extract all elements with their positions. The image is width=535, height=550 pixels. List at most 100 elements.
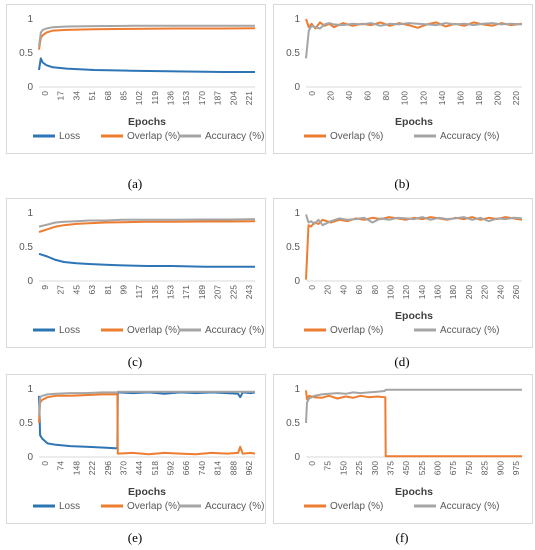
x-tick-label: 160	[433, 285, 443, 299]
x-tick-label: 75	[323, 461, 333, 471]
chart-panel-b: 0 0.5 1 0 20 40 60 80 100 120 140 160 180 200 220 Epoch…	[273, 4, 533, 154]
y-tick-label: 0.5	[286, 418, 300, 429]
y-tick-label: 0.5	[286, 48, 300, 59]
x-tick-label: 225	[354, 461, 364, 475]
legend-label: Loss	[59, 325, 80, 336]
x-tick-label: 220	[511, 91, 521, 105]
x-tick-label: 740	[197, 461, 207, 475]
x-tick-label: 600	[433, 461, 443, 475]
series-line-accuracy	[305, 22, 523, 59]
caption-c: (c)	[127, 354, 143, 369]
caption-e: (e)	[127, 530, 143, 545]
series-line-accuracy	[38, 218, 256, 228]
y-tick-label: 0	[294, 276, 300, 287]
x-tick-label: 200	[492, 91, 502, 105]
x-tick-label: 9	[40, 285, 50, 290]
caption-b: (b)	[394, 176, 410, 191]
chart-d: 0 0.5 1 0 20 40 60 80 100 120 140 160 180 200 220 240 26…	[286, 208, 523, 336]
x-tick-label: 100	[385, 285, 395, 299]
y-tick-label: 0.5	[286, 242, 300, 253]
series-line-loss	[38, 252, 255, 268]
x-axis-label: Epochs	[128, 486, 166, 498]
x-tick-label: 68	[103, 91, 113, 101]
x-tick-label: 296	[103, 461, 113, 475]
x-tick-label: 518	[150, 461, 160, 475]
x-tick-label: 74	[56, 461, 66, 471]
y-tick-label: 0	[27, 452, 33, 463]
x-tick-label: 189	[197, 285, 207, 299]
x-tick-label: 375	[385, 461, 395, 475]
chart-f: 0 0.5 1 0 75 150 225 300 375 450 525 600 675 750 825 90…	[286, 384, 522, 512]
y-tick-label: 1	[27, 384, 33, 395]
x-tick-label: 450	[401, 461, 411, 475]
legend-label: Accuracy (%)	[440, 325, 499, 336]
y-tick-label: 0	[294, 452, 300, 463]
legend-label: Accuracy (%)	[440, 501, 499, 512]
series-line-overlap	[305, 216, 523, 280]
y-tick-label: 1	[27, 208, 33, 219]
x-tick-label: 100	[400, 91, 410, 105]
chart-e: 0 0.5 1 0 74 148 222 296 370 444 518 592 666 740 814 88…	[19, 384, 264, 512]
x-tick-label: 180	[448, 285, 458, 299]
x-tick-label: 0	[40, 461, 50, 466]
x-tick-label: 45	[71, 285, 81, 295]
x-tick-label: 60	[354, 285, 364, 295]
x-tick-label: 0	[307, 461, 317, 466]
x-tick-label: 99	[118, 285, 128, 295]
legend-label: Overlap (%)	[127, 501, 180, 512]
x-tick-label: 102	[134, 91, 144, 105]
x-tick-label: 200	[464, 285, 474, 299]
y-tick-label: 0	[27, 276, 33, 287]
x-tick-label: 51	[87, 91, 97, 101]
x-tick-label: 370	[118, 461, 128, 475]
x-tick-label: 20	[323, 285, 333, 295]
x-tick-label: 153	[181, 91, 191, 105]
x-tick-label: 63	[87, 285, 97, 295]
x-tick-label: 592	[166, 461, 176, 475]
caption-a: (a)	[127, 176, 143, 191]
x-tick-label: 750	[464, 461, 474, 475]
series-line-overlap	[305, 390, 522, 458]
x-axis-label: Epochs	[395, 310, 433, 322]
y-tick-label: 0	[27, 82, 33, 93]
x-tick-label: 27	[56, 285, 66, 295]
chart-panel-e: 0 0.5 1 0 74 148 222 296 370 444 518 592 666 740 814 88…	[6, 374, 266, 524]
y-tick-label: 0.5	[19, 48, 33, 59]
legend-label: Loss	[59, 131, 80, 142]
chart-c: 0 0.5 1 9 27 45 63 81 99 117 135 153 171 189 207 225 243…	[19, 208, 264, 336]
x-tick-label: 119	[150, 91, 160, 105]
y-tick-label: 1	[294, 384, 300, 395]
x-tick-label: 675	[448, 461, 458, 475]
caption-d: (d)	[394, 354, 410, 369]
x-tick-label: 81	[103, 285, 113, 295]
x-tick-label: 140	[437, 91, 447, 105]
x-tick-label: 260	[511, 285, 521, 299]
x-tick-label: 0	[307, 91, 317, 96]
series-line-loss	[38, 57, 255, 73]
x-tick-label: 150	[338, 461, 348, 475]
series-line-overlap	[38, 27, 256, 50]
x-tick-label: 444	[134, 461, 144, 475]
x-tick-label: 85	[118, 91, 128, 101]
x-tick-label: 80	[370, 285, 380, 295]
y-tick-label: 0.5	[19, 242, 33, 253]
legend-label: Overlap (%)	[330, 131, 383, 142]
legend-label: Accuracy (%)	[205, 501, 264, 512]
x-tick-label: 34	[71, 91, 81, 101]
x-tick-label: 825	[480, 461, 490, 475]
legend-label: Accuracy (%)	[440, 131, 499, 142]
series-line-accuracy	[38, 24, 255, 47]
chart-panel-f: 0 0.5 1 0 75 150 225 300 375 450 525 600 675 750 825 90…	[273, 374, 533, 524]
x-tick-label: 40	[344, 91, 354, 101]
x-tick-label: 225	[228, 285, 238, 299]
x-axis-label: Epochs	[395, 116, 433, 128]
y-tick-label: 1	[294, 208, 300, 219]
x-tick-label: 204	[228, 91, 238, 105]
chart-a: 0 0.5 1 0 17 34 51 68 85 102 119 136 153 170 187 204 221…	[19, 14, 264, 142]
series-line-overlap	[38, 393, 256, 456]
chart-panel-d: 0 0.5 1 0 20 40 60 80 100 120 140 160 180 200 220 240 26…	[273, 198, 533, 348]
x-axis-label: Epochs	[128, 116, 166, 128]
x-tick-label: 525	[417, 461, 427, 475]
legend-label: Overlap (%)	[330, 501, 383, 512]
y-tick-label: 0	[294, 82, 300, 93]
